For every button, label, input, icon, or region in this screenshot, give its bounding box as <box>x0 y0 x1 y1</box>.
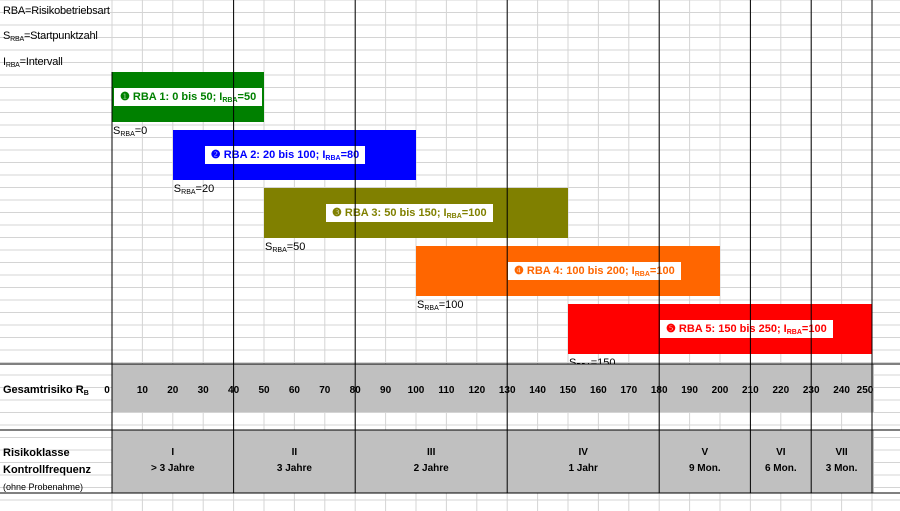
axis-tick-230: 230 <box>802 385 820 396</box>
control-frequency: > 3 Jahre <box>150 463 195 474</box>
axis-tick-60: 60 <box>288 385 300 396</box>
axis-tick-200: 200 <box>711 385 729 396</box>
risk-class-numeral: VI <box>776 447 786 458</box>
risk-class-I: I > 3 Jahre <box>112 445 234 477</box>
axis-label: Gesamtrisiko RB <box>3 384 89 397</box>
axis-band <box>112 364 874 412</box>
risk-class-numeral: II <box>291 447 298 458</box>
axis-tick-70: 70 <box>319 385 331 396</box>
axis-tick-120: 120 <box>468 385 486 396</box>
legend-srba: SRBA=Startpunktzahl <box>3 30 98 43</box>
risk-class-V: V 9 Mon. <box>659 445 750 477</box>
axis-tick-110: 110 <box>438 385 455 396</box>
srba-label-4: SRBA=100 <box>417 299 464 312</box>
risk-class-numeral: IV <box>578 447 588 458</box>
axis-tick-130: 130 <box>498 385 516 396</box>
axis-tick-30: 30 <box>197 385 209 396</box>
axis-tick-20: 20 <box>167 385 179 396</box>
risk-class-numeral: III <box>427 447 436 458</box>
risk-class-III: III 2 Jahre <box>355 445 507 477</box>
control-frequency: 2 Jahre <box>413 463 449 474</box>
rba-label-5: ❺ RBA 5: 150 bis 250; IRBA=100 <box>660 320 833 338</box>
control-frequency: 3 Jahre <box>276 463 312 474</box>
axis-tick-50: 50 <box>258 385 270 396</box>
risk-class-IV: IV 1 Jahr <box>507 445 659 477</box>
axis-tick-180: 180 <box>650 385 668 396</box>
axis-tick-140: 140 <box>529 385 546 396</box>
axis-tick-100: 100 <box>407 385 425 396</box>
rba-label-4: ❹ RBA 4: 100 bis 200; IRBA=100 <box>508 262 681 280</box>
srba-label-1: SRBA=0 <box>113 125 148 138</box>
axis-tick-240: 240 <box>833 385 850 396</box>
rba-label-2: ❷ RBA 2: 20 bis 100; IRBA=80 <box>204 146 366 164</box>
axis-tick-90: 90 <box>380 385 392 396</box>
axis-tick-190: 190 <box>681 385 698 396</box>
probenahme-note: (ohne Probenahme) <box>3 482 84 492</box>
risk-class-VII: VII 3 Mon. <box>811 445 872 477</box>
srba-label-3: SRBA=50 <box>265 241 306 254</box>
axis-tick-150: 150 <box>559 385 577 396</box>
axis-tick-0: 0 <box>104 385 110 396</box>
rba-label-1: ❶ RBA 1: 0 bis 50; IRBA=50 <box>114 88 263 106</box>
srba-label-2: SRBA=20 <box>173 183 215 196</box>
axis-tick-170: 170 <box>620 385 638 396</box>
control-frequency: 1 Jahr <box>568 463 598 474</box>
risikoklasse-label: Risikoklasse <box>3 447 70 459</box>
axis-tick-160: 160 <box>590 385 607 396</box>
risk-class-numeral: I <box>171 447 175 458</box>
control-frequency: 9 Mon. <box>688 463 721 474</box>
control-frequency: 3 Mon. <box>825 463 858 474</box>
risk-class-II: II 3 Jahre <box>234 445 356 477</box>
risk-class-VI: VI 6 Mon. <box>750 445 811 477</box>
risk-class-numeral: V <box>701 447 709 458</box>
axis-tick-80: 80 <box>349 385 361 396</box>
axis-tick-210: 210 <box>742 385 759 396</box>
legend-rba: RBA=Risikobetriebsart <box>3 5 110 17</box>
axis-tick-40: 40 <box>228 385 240 396</box>
axis-tick-250: 250 <box>856 385 874 396</box>
risk-class-numeral: VII <box>835 447 848 458</box>
axis-tick-10: 10 <box>136 385 148 396</box>
legend-irba: IRBA=Intervall <box>3 56 63 69</box>
control-frequency: 6 Mon. <box>764 463 797 474</box>
class-band <box>112 430 874 493</box>
axis-tick-220: 220 <box>772 385 790 396</box>
kontrollfrequenz-label: Kontrollfrequenz <box>3 464 91 476</box>
rba-label-3: ❸ RBA 3: 50 bis 150; IRBA=100 <box>326 204 493 222</box>
